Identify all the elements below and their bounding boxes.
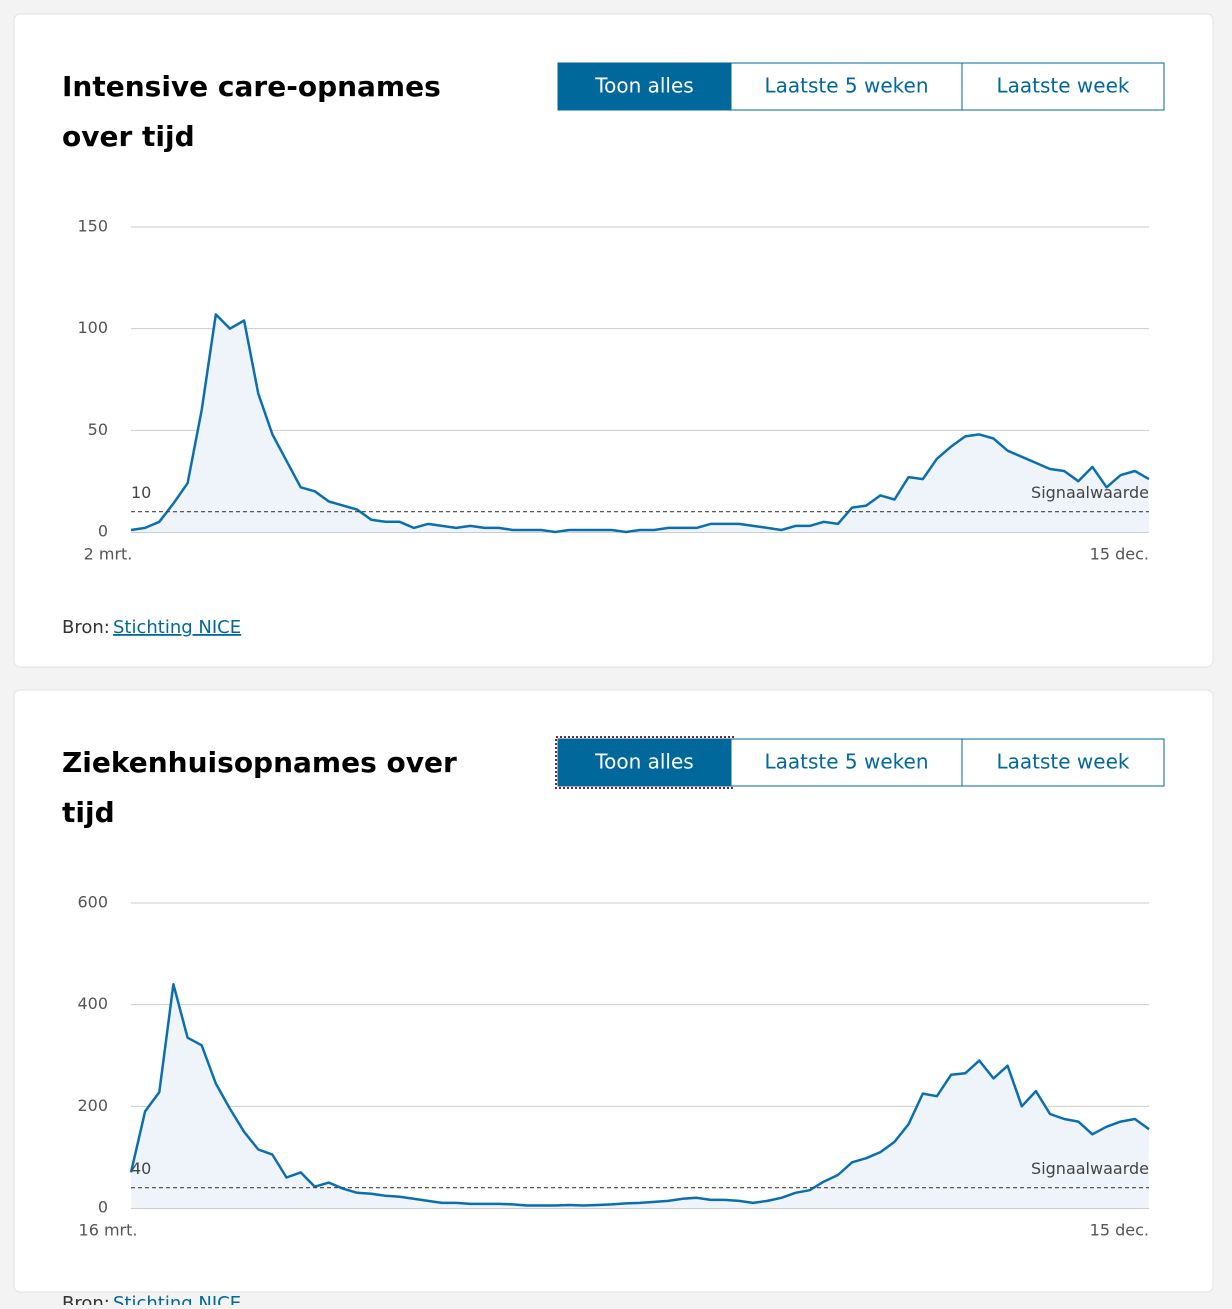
tab-button[interactable]: Laatste week [961, 738, 1165, 787]
y-tick-label: 0 [98, 522, 108, 541]
tab-button[interactable]: Laatste 5 weken [730, 62, 963, 111]
threshold-label: Signaalwaarde [1031, 1159, 1149, 1178]
tab-button[interactable]: Toon alles [557, 62, 732, 111]
source-label: Bron: [62, 1293, 110, 1305]
x-tick-label: 15 dec. [1090, 1221, 1149, 1240]
button-bg [961, 62, 1165, 111]
threshold-label: Signaalwaarde [1031, 483, 1149, 502]
y-tick-label: 100 [77, 318, 108, 337]
y-tick-label: 150 [77, 217, 108, 236]
button-label[interactable]: Laatste 5 weken [764, 750, 928, 774]
button-label[interactable]: Laatste 5 weken [764, 74, 928, 98]
button-label[interactable]: Laatste week [997, 750, 1130, 774]
button-bg [730, 738, 963, 787]
button-label[interactable]: Toon alles [594, 750, 693, 774]
button-label[interactable]: Toon alles [594, 74, 693, 98]
title-box: Intensive care-opnames over tijd [62, 70, 441, 153]
focus-outline [555, 736, 734, 789]
source-link[interactable]: Stichting NICE [113, 1293, 241, 1309]
button-label[interactable]: Laatste week [997, 74, 1130, 98]
title-box: Ziekenhuisopnames over tijd [62, 746, 457, 829]
threshold-value: 10 [131, 483, 151, 502]
source-link[interactable]: Stichting NICE [113, 617, 241, 638]
chart-title: Intensive care-opnames over tijd [62, 70, 441, 153]
x-tick-label: 2 mrt. [84, 545, 133, 564]
y-tick-label: 600 [77, 893, 108, 912]
button-bg [730, 62, 963, 111]
tab-button[interactable]: Laatste week [961, 62, 1165, 111]
line [130, 313, 1150, 534]
tab-button[interactable]: Toon alles [555, 736, 734, 789]
y-tick-label: 200 [77, 1096, 108, 1115]
area [131, 314, 1149, 532]
source-label: Bron: [62, 617, 110, 638]
y-tick-label: 50 [88, 420, 108, 439]
y-tick-label: 400 [77, 994, 108, 1013]
area [131, 984, 1149, 1208]
button-bg [557, 62, 732, 111]
button-bg [557, 738, 732, 787]
threshold-value: 40 [131, 1159, 151, 1178]
button-bg [961, 738, 1165, 787]
y-tick-label: 0 [98, 1198, 108, 1217]
line [129, 983, 1150, 1207]
x-tick-label: 15 dec. [1090, 545, 1149, 564]
x-tick-label: 16 mrt. [79, 1221, 138, 1240]
tab-button[interactable]: Laatste 5 weken [730, 738, 963, 787]
chart-title: Ziekenhuisopnames over tijd [62, 746, 457, 829]
